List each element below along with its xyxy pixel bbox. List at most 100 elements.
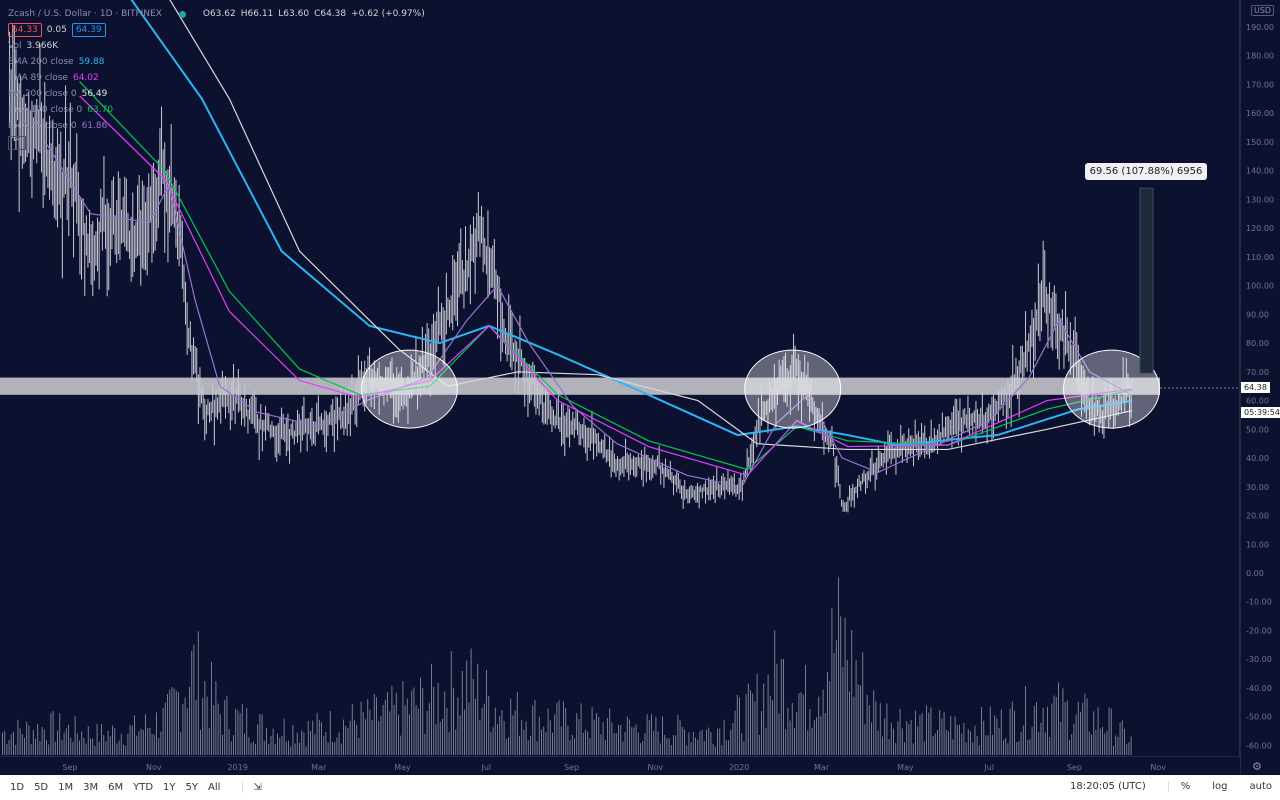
volume-bar <box>963 722 965 755</box>
y-tick-label: 100.00 <box>1246 282 1274 291</box>
volume-bar <box>356 724 358 755</box>
settings-icon[interactable]: ⚙ <box>1252 760 1262 773</box>
sell-button[interactable]: 64.33 <box>8 23 42 37</box>
volume-bar <box>54 741 56 755</box>
date-range-icon[interactable]: ⇲ <box>242 782 262 793</box>
currency-label[interactable]: USD <box>1251 5 1275 16</box>
volume-bar <box>197 631 199 755</box>
range-button-1y[interactable]: 1Y <box>163 782 176 793</box>
volume-bar <box>1029 739 1031 755</box>
volume-bar <box>659 743 661 755</box>
log-toggle[interactable]: log <box>1212 781 1228 792</box>
volume-bar <box>259 714 261 755</box>
volume-bar <box>516 691 518 755</box>
volume-bar <box>554 714 556 755</box>
volume-bar <box>1036 702 1037 755</box>
volume-bar <box>593 719 595 755</box>
volume-bar <box>895 742 897 755</box>
volume-bar <box>589 738 591 755</box>
volume-bar <box>266 728 267 755</box>
volume-bar <box>941 718 943 755</box>
volume-bar <box>846 660 848 755</box>
volume-bar <box>787 707 789 755</box>
range-button-5d[interactable]: 5D <box>34 782 49 793</box>
y-tick-label: -20.00 <box>1246 626 1272 635</box>
range-button-3m[interactable]: 3M <box>83 782 99 793</box>
volume-bar <box>618 725 619 755</box>
y-tick-label: 20.00 <box>1246 512 1269 521</box>
range-button-5y[interactable]: 5Y <box>185 782 199 793</box>
volume-bar <box>39 741 41 755</box>
volume-bar <box>864 724 866 755</box>
percent-toggle[interactable]: % <box>1167 781 1190 792</box>
volume-bar <box>578 719 580 755</box>
indicator-legend-row[interactable]: Vol 3.966K <box>8 38 425 54</box>
symbol-title[interactable]: Zcash / U.S. Dollar · 1D · BITFINEX <box>8 9 162 19</box>
volume-bar <box>543 726 545 755</box>
volume-bar <box>213 705 215 755</box>
volume-bar <box>725 740 727 755</box>
volume-bar <box>501 709 503 755</box>
volume-bar <box>114 728 116 755</box>
volume-bar <box>1102 726 1103 755</box>
volume-bar <box>985 735 987 755</box>
range-button-1m[interactable]: 1M <box>58 782 74 793</box>
volume-bar <box>679 720 681 755</box>
volume-bar <box>849 691 850 755</box>
volume-bar <box>68 724 69 755</box>
volume-bar <box>90 738 91 755</box>
indicator-legend-row[interactable]: EMA 100 close 0 63.70 <box>8 102 425 118</box>
volume-bar <box>512 715 514 755</box>
volume-bar <box>809 708 811 755</box>
volume-bar <box>230 741 232 755</box>
market-status-icon <box>178 10 186 18</box>
volume-bar <box>556 702 558 755</box>
volume-bar <box>175 690 177 755</box>
volume-bar <box>1031 726 1033 755</box>
indicator-legend-row[interactable]: EMA 25 close 0 61.86 <box>8 118 425 134</box>
clock[interactable]: 18:20:05 (UTC) <box>1070 781 1146 792</box>
volume-bar <box>281 735 283 755</box>
volume-bar <box>1097 707 1099 755</box>
volume-bar <box>910 719 912 755</box>
range-button-6m[interactable]: 6M <box>108 782 124 793</box>
volume-bar <box>822 689 824 755</box>
volume-bar <box>505 738 507 755</box>
volume-bar <box>976 736 978 755</box>
volume-bar <box>312 720 314 755</box>
indicator-legend-row[interactable]: EMA 200 close 59.88 <box>8 54 425 70</box>
open-value: O63.62 <box>202 9 236 19</box>
range-button-all[interactable]: All <box>208 782 221 793</box>
indicator-legend-row[interactable]: MA 200 close 0 56.49 <box>8 86 425 102</box>
volume-bar <box>527 740 529 755</box>
volume-bar <box>149 727 151 755</box>
collapse-legend-button[interactable]: ^ <box>8 136 26 150</box>
volume-bar <box>79 740 80 755</box>
volume-bar <box>303 732 305 755</box>
volume-bar <box>332 741 333 755</box>
volume-bar <box>272 728 274 755</box>
volume-bar <box>274 743 276 755</box>
auto-toggle[interactable]: auto <box>1249 781 1272 792</box>
volume-bar <box>690 742 692 755</box>
volume-bar <box>393 704 395 755</box>
range-button-1d[interactable]: 1D <box>10 782 25 793</box>
volume-bar <box>728 740 729 755</box>
volume-bar <box>756 673 758 755</box>
volume-bar <box>651 714 652 755</box>
volume-bar <box>1053 695 1055 755</box>
volume-bar <box>686 745 688 755</box>
buy-button[interactable]: 64.39 <box>71 23 106 37</box>
volume-bar <box>877 730 879 755</box>
y-tick-label: 30.00 <box>1246 483 1269 492</box>
range-button-ytd[interactable]: YTD <box>133 782 154 793</box>
volume-bar <box>1060 721 1062 755</box>
volume-bar <box>970 731 971 755</box>
volume-bar <box>1055 697 1057 755</box>
volume-bar <box>739 697 740 755</box>
volume-bar <box>211 661 212 755</box>
x-tick-label: Nov <box>1150 763 1166 772</box>
price-chart[interactable]: 190.00 180.00 170.00 160.00 150.00 140.00 130.… <box>0 0 1280 775</box>
indicator-legend-row[interactable]: EMA 89 close 64.02 <box>8 70 425 86</box>
volume-bar <box>334 742 336 755</box>
